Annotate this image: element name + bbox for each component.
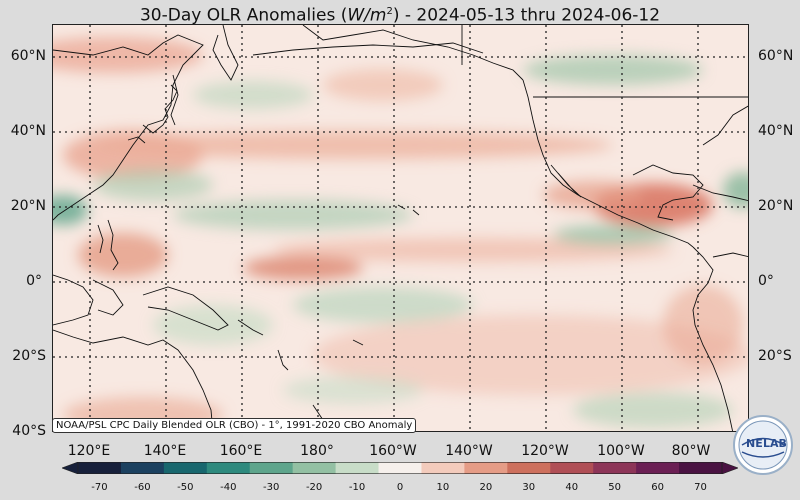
lon-label: 180° [300,443,334,459]
lon-label: 140°W [445,443,493,459]
lat-label-left: 20°N [10,198,46,214]
lat-label-left: 60°N [10,48,46,64]
colorbar-swatch [78,462,122,474]
coastlines [53,25,748,431]
ne-lab-logo: NE LAB [733,415,793,475]
colorbar-tick-label: -10 [348,482,366,493]
lat-label-left: 20°S [12,348,46,364]
colorbar-swatch [464,462,508,474]
lat-label-left: 40°S [12,423,46,439]
colorbar-swatch [636,462,680,474]
lat-label-right: 20°N [758,198,794,214]
chart-title: 30-Day OLR Anomalies (W/m2) - 2024-05-13… [139,5,661,26]
lat-label-right: 0° [758,273,774,289]
colorbar-swatch [120,462,165,474]
colorbar [62,462,738,474]
lon-label: 80°W [671,443,711,459]
colorbar-tick-label: -20 [305,482,323,493]
lat-label-left: 0° [26,273,42,289]
lon-label: 160°E [219,443,263,459]
lat-label-right: 40°N [758,123,794,139]
colorbar-tick-label: 60 [651,482,664,493]
colorbar-tick-label: 50 [608,482,622,493]
olr-anomaly-map [52,24,749,432]
colorbar-frame [77,462,723,474]
colorbar-swatch [550,462,594,474]
anomaly-field [53,37,748,431]
lat-label-right: 20°S [758,348,792,364]
colorbar-tick-label: -70 [91,482,108,493]
colorbar-swatch [292,462,337,474]
lon-label: 120°E [67,443,111,459]
logo-text-ne: NE [746,437,763,450]
colorbar-swatch [679,462,723,474]
colorbar-tick-label: -60 [134,482,151,493]
colorbar-tick-label: 10 [436,482,450,493]
colorbar-swatch [378,462,422,474]
colorbar-tick-label: 0 [396,482,404,493]
colorbar-swatch [421,462,465,474]
colorbar-tick-label: 70 [694,482,707,493]
colorbar-swatch [593,462,637,474]
colorbar-swatch [335,462,380,474]
colorbar-swatch [249,462,294,474]
logo-text-lab: LAB [763,437,787,450]
colorbar-tick-label: -40 [220,482,237,493]
colorbar-extend-min [62,462,79,474]
map-canvas [53,25,748,431]
lat-label-left: 40°N [10,123,46,139]
colorbar-tick-label: 40 [565,482,579,493]
colorbar-tick-label: 20 [479,482,493,493]
lon-label: 120°W [521,443,569,459]
colorbar-tick-label: 30 [522,482,536,493]
colorbar-swatch [206,462,251,474]
colorbar-swatch [163,462,208,474]
data-source-credit: NOAA/PSL CPC Daily Blended OLR (CBO) - 1… [52,418,417,433]
colorbar-tick-label: -50 [177,482,194,493]
colorbar-swatch [507,462,551,474]
lon-label: 160°W [369,443,417,459]
lon-label: 100°W [597,443,645,459]
colorbar-tick-label: -30 [263,482,280,493]
lon-label: 140°E [143,443,187,459]
lat-label-right: 60°N [758,48,794,64]
